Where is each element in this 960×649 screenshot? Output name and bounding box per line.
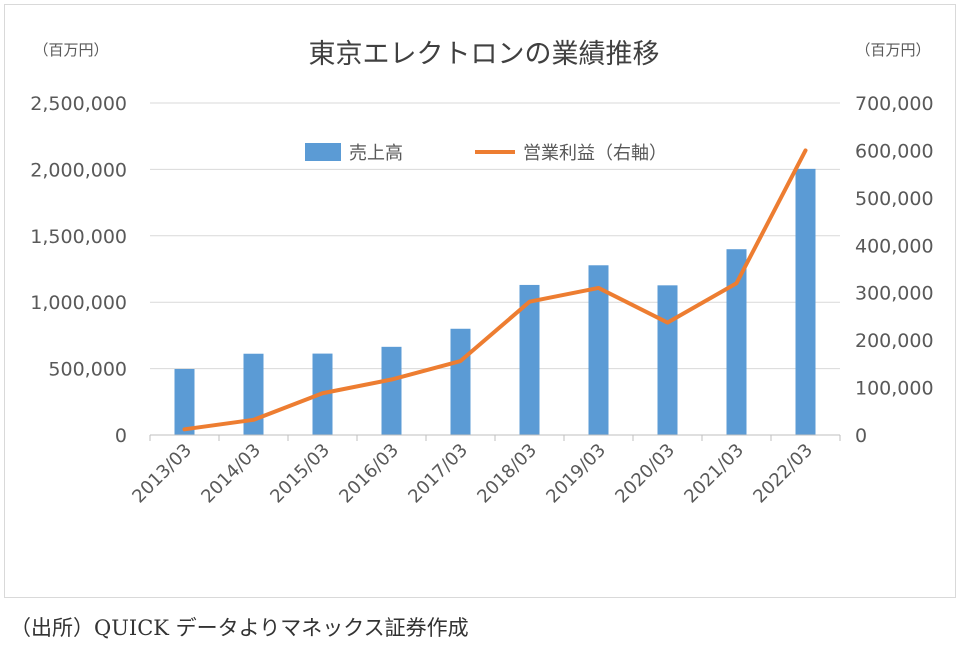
bar	[174, 368, 195, 435]
chart-svg: 0 500,000 1,000,000 1,500,000 2,000,000 2,500…	[30, 39, 934, 508]
left-tick-label: 2,000,000	[30, 159, 127, 181]
chart-title: 東京エレクトロンの業績推移	[309, 39, 660, 70]
left-tick-label: 1,000,000	[30, 292, 127, 314]
bar	[795, 168, 816, 435]
chart-frame: 0 500,000 1,000,000 1,500,000 2,000,000 2,500…	[4, 4, 956, 598]
legend: 売上高 営業利益（右軸）	[305, 143, 667, 164]
right-tick-label: 500,000	[855, 188, 934, 210]
x-tick-label: 2021/03	[680, 440, 748, 508]
bar	[519, 284, 540, 435]
x-tick-label: 2019/03	[542, 440, 610, 508]
x-tick-label: 2016/03	[335, 440, 403, 508]
x-tick-label: 2015/03	[266, 440, 334, 508]
grid-lines	[150, 102, 840, 370]
x-tick-label: 2013/03	[128, 440, 196, 508]
legend-label-operating-profit: 営業利益（右軸）	[523, 143, 667, 164]
x-tick-label: 2014/03	[197, 440, 265, 508]
right-axis-unit: （百万円）	[855, 41, 930, 59]
bar	[726, 249, 747, 435]
bar	[243, 353, 264, 435]
bar	[657, 285, 678, 435]
bar	[588, 265, 609, 435]
x-tick-label: 2017/03	[404, 440, 472, 508]
right-tick-label: 300,000	[855, 283, 934, 305]
x-tick-label: 2018/03	[473, 440, 541, 508]
legend-swatch-sales	[305, 143, 341, 161]
legend-label-sales: 売上高	[349, 143, 403, 164]
line-series	[182, 148, 808, 432]
bar	[381, 346, 402, 435]
x-tick-label: 2020/03	[611, 440, 679, 508]
left-tick-label: 2,500,000	[30, 93, 127, 115]
right-tick-label: 400,000	[855, 235, 934, 257]
right-tick-label: 100,000	[855, 378, 934, 400]
x-tick-label: 2022/03	[749, 440, 817, 508]
right-tick-label: 200,000	[855, 330, 934, 352]
left-tick-label: 500,000	[48, 359, 127, 381]
right-tick-label: 600,000	[855, 140, 934, 162]
left-tick-label: 1,500,000	[30, 226, 127, 248]
source-note: （出所）QUICK データよりマネックス証券作成	[10, 616, 469, 640]
left-tick-label: 0	[115, 425, 127, 447]
right-tick-label: 700,000	[855, 93, 934, 115]
right-tick-label: 0	[855, 425, 867, 447]
bar	[450, 328, 471, 435]
operating-profit-line	[182, 148, 808, 432]
left-axis-unit: （百万円）	[33, 41, 108, 59]
